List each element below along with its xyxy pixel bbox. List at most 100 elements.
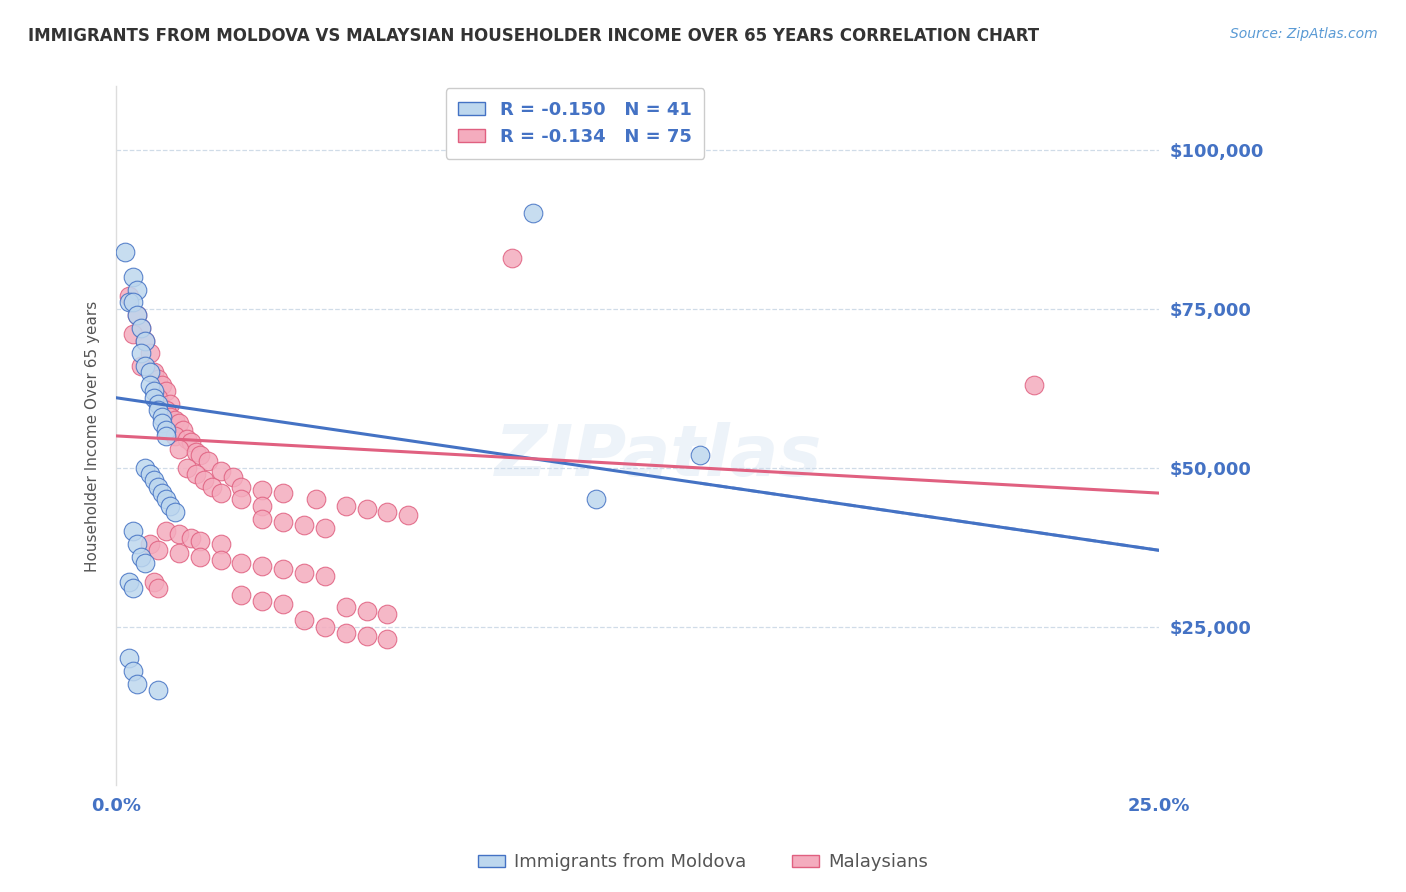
Point (314, 619, 336, 633)
Point (184, 467, 207, 481)
Point (127, 308, 149, 322)
Point (155, 429, 177, 443)
Point (188, 448, 211, 462)
Point (377, 607, 399, 621)
Point (172, 423, 194, 437)
Point (146, 480, 169, 494)
Point (314, 521, 336, 535)
Point (209, 464, 232, 478)
Point (122, 327, 145, 342)
Point (146, 397, 169, 411)
Point (155, 423, 177, 437)
Point (377, 505, 399, 519)
Point (252, 483, 274, 497)
Point (188, 533, 211, 548)
Point (209, 486, 232, 500)
Point (134, 359, 156, 373)
Point (522, 206, 544, 220)
Point (252, 559, 274, 574)
Point (159, 397, 181, 411)
Point (127, 537, 149, 551)
Point (138, 537, 160, 551)
Point (122, 524, 145, 539)
Point (129, 359, 152, 373)
Point (150, 409, 173, 424)
Point (129, 549, 152, 564)
Point (184, 444, 207, 458)
Point (118, 295, 141, 310)
Point (271, 486, 294, 500)
Point (122, 664, 145, 678)
Point (335, 499, 357, 513)
Point (129, 346, 152, 360)
Point (122, 295, 145, 310)
Point (155, 492, 177, 507)
Point (356, 604, 378, 618)
Point (146, 543, 169, 558)
Point (180, 531, 202, 545)
Point (138, 378, 160, 392)
Point (314, 568, 336, 582)
Point (118, 289, 141, 303)
Point (271, 515, 294, 529)
Point (335, 626, 357, 640)
Point (146, 683, 169, 698)
Point (118, 651, 141, 665)
Legend: Immigrants from Moldova, Malaysians: Immigrants from Moldova, Malaysians (471, 847, 935, 879)
Point (142, 575, 165, 590)
Point (163, 413, 186, 427)
Point (146, 391, 169, 405)
Point (209, 537, 232, 551)
Point (231, 588, 253, 602)
Point (252, 511, 274, 525)
Point (292, 566, 315, 580)
Point (188, 549, 211, 564)
Point (231, 492, 253, 507)
Point (292, 517, 315, 532)
Point (127, 308, 149, 322)
Point (118, 575, 141, 590)
Point (134, 334, 156, 348)
Point (502, 251, 524, 265)
Point (155, 403, 177, 417)
Point (197, 454, 219, 468)
Point (134, 460, 156, 475)
Point (127, 677, 149, 691)
Point (155, 384, 177, 399)
Point (252, 594, 274, 608)
Point (150, 486, 173, 500)
Y-axis label: Householder Income Over 65 years: Householder Income Over 65 years (86, 301, 100, 572)
Point (335, 600, 357, 615)
Point (138, 346, 160, 360)
Legend: R = -0.150   N = 41, R = -0.134   N = 75: R = -0.150 N = 41, R = -0.134 N = 75 (446, 88, 704, 159)
Point (252, 499, 274, 513)
Point (155, 524, 177, 539)
Point (167, 442, 190, 456)
Point (1022, 378, 1045, 392)
Point (146, 372, 169, 386)
Point (231, 556, 253, 570)
Point (222, 470, 245, 484)
Point (356, 629, 378, 643)
Point (129, 321, 152, 335)
Point (138, 365, 160, 379)
Point (129, 321, 152, 335)
Point (180, 435, 202, 450)
Point (142, 391, 165, 405)
Point (271, 562, 294, 576)
Point (122, 270, 145, 285)
Point (305, 492, 328, 507)
Point (176, 460, 198, 475)
Point (142, 384, 165, 399)
Point (201, 480, 224, 494)
Text: ZIPatlas: ZIPatlas (495, 423, 823, 491)
Point (271, 597, 294, 611)
Point (127, 283, 149, 297)
Point (163, 429, 186, 443)
Point (292, 613, 315, 627)
Point (150, 416, 173, 430)
Point (134, 556, 156, 570)
Point (356, 502, 378, 516)
Point (176, 432, 198, 446)
Point (134, 334, 156, 348)
